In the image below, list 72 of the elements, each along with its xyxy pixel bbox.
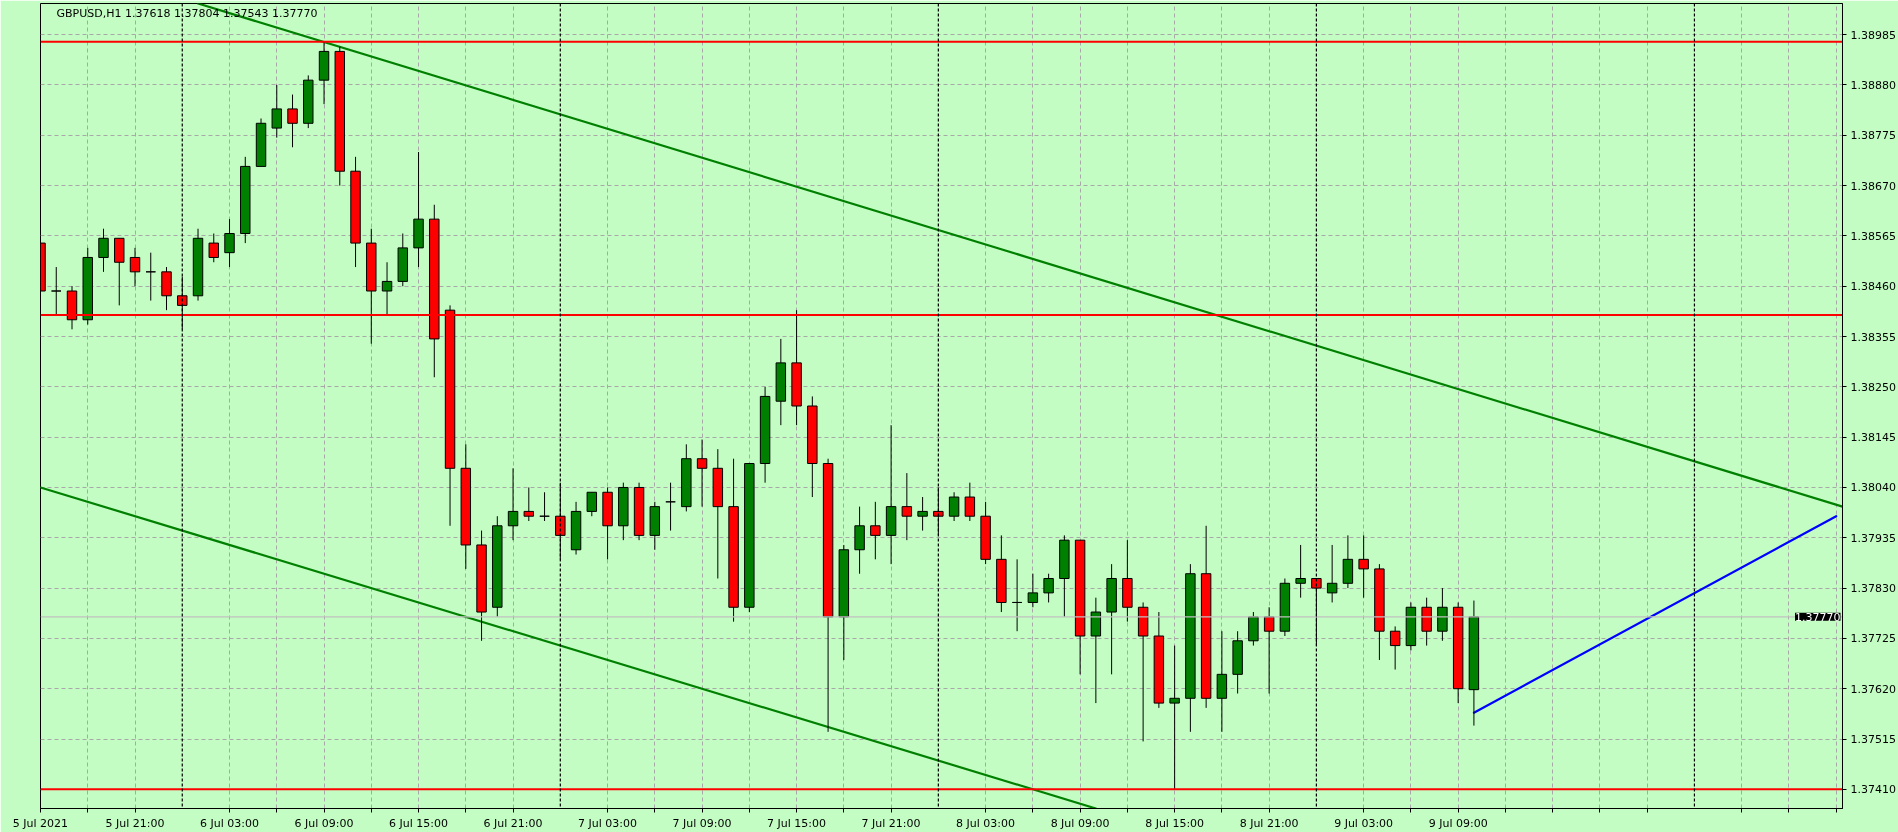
candlestick	[854, 506, 865, 575]
candlestick	[665, 482, 676, 532]
candlestick	[523, 486, 535, 522]
candlestick	[1090, 597, 1102, 704]
y-tick-label: 1.38145	[1850, 431, 1896, 445]
x-tick-label: 9 Jul 03:00	[1334, 816, 1394, 830]
candlestick	[1342, 534, 1354, 589]
x-tick-label: 6 Jul 09:00	[294, 816, 354, 830]
candlestick	[901, 472, 913, 541]
candlestick	[964, 482, 976, 522]
x-tick-label: 6 Jul 21:00	[483, 816, 543, 830]
y-tick-label: 1.38355	[1850, 330, 1896, 344]
y-tick-label: 1.38670	[1850, 179, 1896, 193]
x-tick-label: 8 Jul 09:00	[1050, 816, 1110, 830]
candlestick	[1437, 587, 1448, 642]
candlestick	[1248, 611, 1259, 647]
candlestick	[1263, 606, 1275, 694]
candlestick	[287, 94, 298, 148]
y-tick-label: 1.38565	[1850, 229, 1896, 243]
x-tick-label: 8 Jul 15:00	[1145, 816, 1205, 830]
candlestick	[1027, 573, 1039, 608]
chart-title: GBPUSD,H1 1.37618 1.37804 1.37543 1.37770	[56, 6, 318, 20]
candlestick	[114, 237, 125, 306]
candlestick	[161, 266, 172, 311]
y-tick-label: 1.38040	[1850, 481, 1896, 495]
candlestick	[98, 228, 109, 273]
candlestick	[129, 247, 141, 287]
y-tick-label: 1.38985	[1850, 28, 1896, 42]
candlestick	[1216, 630, 1228, 733]
y-tick-label: 1.37620	[1850, 682, 1896, 696]
candlestick	[1169, 645, 1180, 790]
candlestick	[381, 261, 393, 316]
x-tick-label: 5 Jul 21:00	[105, 816, 165, 830]
y-tick-label: 1.37725	[1850, 632, 1896, 646]
y-tick-label: 1.38250	[1850, 380, 1896, 394]
x-tick-label: 8 Jul 21:00	[1239, 816, 1299, 830]
candlestick	[917, 496, 928, 532]
x-tick-label: 7 Jul 03:00	[578, 816, 638, 830]
candlestick	[870, 501, 881, 560]
x-tick-label: 7 Jul 21:00	[861, 816, 921, 830]
x-tick-label: 9 Jul 09:00	[1428, 816, 1488, 830]
y-tick-label: 1.38775	[1850, 129, 1896, 143]
y-tick-label: 1.38880	[1850, 78, 1896, 92]
candlestick	[51, 266, 62, 316]
y-tick-label: 1.37935	[1850, 531, 1896, 545]
candlestick	[145, 252, 156, 302]
x-tick-label: 5 Jul 2021	[12, 816, 69, 830]
candlestick	[224, 218, 235, 268]
candlestick	[507, 467, 519, 541]
candlestick	[696, 439, 708, 508]
candlestick	[1295, 544, 1306, 599]
candlestick	[1326, 544, 1338, 603]
x-tick-label: 7 Jul 09:00	[672, 816, 732, 830]
ref-line-label: 1.37770	[1795, 610, 1841, 624]
x-tick-label: 7 Jul 15:00	[767, 816, 827, 830]
y-tick-label: 1.37830	[1850, 582, 1896, 596]
candlestick	[1421, 597, 1432, 647]
candlestick	[1043, 573, 1054, 603]
x-tick-label: 8 Jul 03:00	[956, 816, 1016, 830]
candlestick	[948, 491, 960, 522]
x-tick-label: 6 Jul 15:00	[389, 816, 449, 830]
candlestick	[208, 233, 219, 263]
candlestick	[539, 491, 550, 522]
y-tick-label: 1.37410	[1850, 783, 1896, 797]
candlestick	[271, 84, 282, 139]
candlestick	[586, 491, 598, 517]
candlestick	[1358, 534, 1369, 599]
candlestick	[1389, 625, 1401, 671]
candlestick	[1011, 558, 1023, 632]
y-tick-label: 1.37515	[1850, 733, 1896, 747]
x-tick-label: 6 Jul 03:00	[200, 816, 260, 830]
y-tick-label: 1.38460	[1850, 280, 1896, 294]
